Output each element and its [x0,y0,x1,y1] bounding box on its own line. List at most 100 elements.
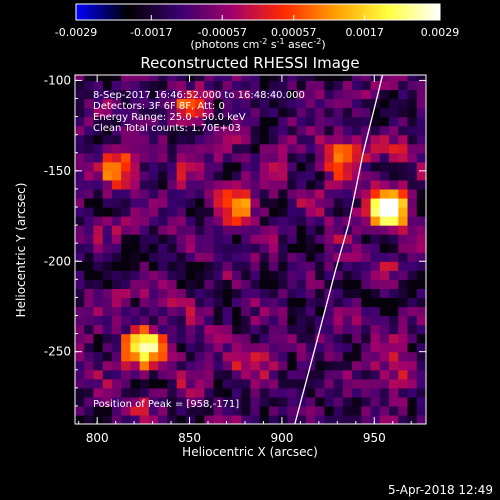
heatmap-cell [287,234,298,244]
heatmap-cell [268,143,279,154]
heatmap-cell [195,188,205,199]
heatmap-cell [370,405,381,416]
heatmap-cell [398,152,409,163]
heatmap-cell [176,342,187,353]
heatmap-cell [158,288,168,299]
heatmap-cell [268,252,279,262]
heatmap-cell [102,170,113,181]
heatmap-cell [204,161,215,172]
heatmap-cell [185,405,196,416]
heatmap-cell [111,134,122,145]
heatmap-cell [296,369,307,380]
heatmap-cell [278,125,289,136]
heatmap-cell [315,333,325,344]
heatmap-cell [102,387,113,398]
colorbar-tick-label: -0.0017 [130,26,172,39]
heatmap-cell [241,143,252,154]
heatmap-cell [93,207,104,217]
heatmap-cell [148,152,159,163]
heatmap-cell [278,324,289,335]
heatmap-cell [398,243,409,253]
heatmap-cell [139,396,150,407]
heatmap-cell [213,324,224,335]
heatmap-cell [204,116,215,127]
heatmap-cell [139,170,150,181]
heatmap-cell [278,378,289,389]
heatmap-cell [195,396,205,407]
heatmap-cell [176,179,187,190]
heatmap-cell [195,152,205,163]
heatmap-cell [389,252,399,262]
heatmap-cell [195,270,205,280]
x-axis-label: Heliocentric X (arcsec) [182,445,318,459]
heatmap-cell [222,288,233,299]
heatmap-cell [130,369,141,380]
heatmap-cell [333,324,344,335]
heatmap-cell [102,143,113,154]
heatmap-cell [324,315,335,326]
heatmap-cell [148,315,159,326]
heatmap-cell [268,170,279,181]
heatmap-cell [333,333,344,344]
heatmap-cell [296,315,307,326]
heatmap-cell [176,324,187,335]
heatmap-cell [398,116,409,127]
heatmap-cell [102,243,113,253]
heatmap-cell [84,378,95,389]
heatmap-cell [250,414,261,424]
heatmap-cell [139,134,150,145]
heatmap-cell [379,234,390,244]
heatmap-cell [379,405,390,416]
heatmap-cell [213,134,224,145]
heatmap-cell [148,80,159,91]
heatmap-cell [158,75,168,82]
heatmap-cell [195,279,205,289]
heatmap-cell [250,261,261,271]
heatmap-cell [111,161,122,172]
heatmap-cell [333,243,344,253]
heatmap-cell [379,125,390,136]
heatmap-cell [305,261,316,271]
heatmap-cell [389,297,399,308]
heatmap-cell [148,261,159,271]
heatmap-cell [278,179,289,190]
heatmap-cell [121,369,132,380]
heatmap-cell [389,116,399,127]
heatmap-cell [379,414,390,424]
heatmap-cell [102,306,113,317]
heatmap-cell [278,116,289,127]
heatmap-cell [379,170,390,181]
heatmap-cell [222,216,233,226]
heatmap-cell [278,197,289,208]
heatmap-cell [315,75,325,82]
heatmap-cell [204,225,215,235]
heatmap-cell [84,342,95,353]
heatmap-cell [185,216,196,226]
heatmap-cell [176,134,187,145]
heatmap-cell [342,270,353,280]
heatmap-cell [222,197,233,208]
heatmap-cell [305,342,316,353]
heatmap-cell [287,134,298,145]
heatmap-cell [167,306,178,317]
heatmap-cell [195,170,205,181]
heatmap-cell [250,360,261,371]
heatmap-cell [185,351,196,362]
heatmap-cell [241,107,252,118]
heatmap-cell [278,351,289,362]
heatmap-cell [398,252,409,262]
heatmap-cell [296,170,307,181]
heatmap-cell [167,405,178,416]
heatmap-cell [232,243,242,253]
heatmap-cell [195,243,205,253]
heatmap-cell [195,297,205,308]
heatmap-cell [259,225,270,235]
heatmap-cell [370,116,381,127]
y-axis-label: Heliocentric Y (arcsec) [14,183,28,318]
heatmap-cell [379,207,390,217]
x-tick-label: 800 [86,431,109,445]
heatmap-cell [287,252,298,262]
heatmap-cell [407,369,418,380]
y-tick-label: -200 [44,254,71,268]
heatmap-cell [352,170,362,181]
